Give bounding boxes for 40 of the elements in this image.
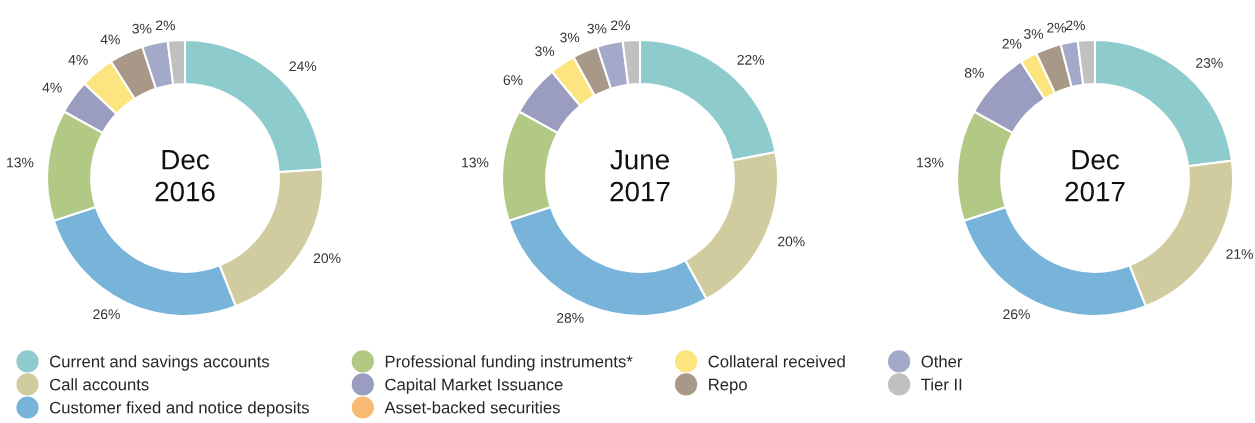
data-label: 28% — [557, 313, 584, 323]
legend-label: Tier II — [921, 378, 962, 391]
text: Dec 2016 — [155, 150, 215, 202]
data-label: 2% — [1002, 38, 1022, 49]
data-label: 4% — [42, 82, 62, 93]
data-label: 20% — [313, 253, 341, 264]
data-label: 2% — [611, 20, 630, 31]
data-label: 13% — [917, 157, 944, 168]
data-label: 20% — [778, 236, 805, 247]
legend-label: Repo — [709, 378, 747, 394]
data-label: 4% — [68, 54, 88, 65]
legend-label: Other — [921, 355, 963, 368]
text: Dec 2017 — [1065, 150, 1125, 202]
legend-label: Call accounts — [50, 378, 149, 391]
data-label: 3% — [1024, 29, 1044, 39]
legend-label: Customer fixed and notice deposits — [50, 401, 309, 417]
data-label: 26% — [93, 309, 120, 320]
data-label: 22% — [737, 54, 765, 65]
data-label: 4% — [100, 34, 120, 45]
data-label: 3% — [560, 32, 580, 43]
text: June 2017 — [610, 150, 670, 202]
data-label: 23% — [1196, 58, 1223, 68]
data-label: 2% — [156, 20, 175, 31]
legend-label: Current and savings accounts — [50, 355, 270, 371]
legend-label: Professional funding instruments* — [385, 355, 633, 371]
data-label: 3% — [587, 23, 607, 34]
data-label: 6% — [503, 75, 523, 85]
data-label: 21% — [1226, 249, 1253, 259]
data-label: 24% — [289, 61, 317, 72]
data-label: 26% — [1003, 309, 1030, 320]
data-label: 3% — [132, 23, 152, 34]
data-label: 2% — [1066, 20, 1085, 31]
data-label: 3% — [535, 46, 555, 57]
legend-label: Capital Market Issuance — [385, 378, 563, 394]
data-label: 13% — [462, 157, 489, 168]
legend-label: Asset-backed securities — [384, 401, 560, 414]
data-label: 2% — [1047, 22, 1067, 33]
legend-label: Collateral received — [708, 355, 845, 368]
data-label: 8% — [964, 67, 984, 78]
data-label: 13% — [7, 157, 34, 168]
